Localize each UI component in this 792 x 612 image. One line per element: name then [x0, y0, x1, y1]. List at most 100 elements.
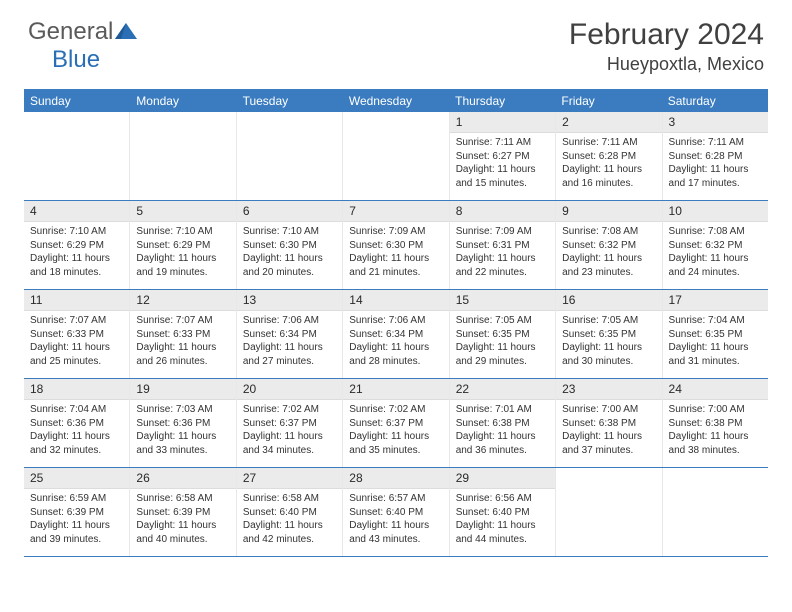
daylight-text: Daylight: 11 hours	[136, 430, 229, 444]
day-body: Sunrise: 7:00 AMSunset: 6:38 PMDaylight:…	[556, 400, 661, 461]
day-cell: ..	[130, 112, 236, 200]
day-body: Sunrise: 7:11 AMSunset: 6:27 PMDaylight:…	[450, 133, 555, 194]
day-cell: 22Sunrise: 7:01 AMSunset: 6:38 PMDayligh…	[450, 379, 556, 467]
daylight-text-2: and 42 minutes.	[243, 533, 336, 547]
day-number: 8	[450, 201, 555, 222]
day-cell: 16Sunrise: 7:05 AMSunset: 6:35 PMDayligh…	[556, 290, 662, 378]
sunset-text: Sunset: 6:31 PM	[456, 239, 549, 253]
day-number: 20	[237, 379, 342, 400]
day-body: Sunrise: 7:10 AMSunset: 6:29 PMDaylight:…	[130, 222, 235, 283]
day-number: 27	[237, 468, 342, 489]
day-cell: ..	[556, 468, 662, 556]
daylight-text: Daylight: 11 hours	[562, 163, 655, 177]
day-number: 7	[343, 201, 448, 222]
daylight-text-2: and 27 minutes.	[243, 355, 336, 369]
day-body: Sunrise: 7:02 AMSunset: 6:37 PMDaylight:…	[343, 400, 448, 461]
week-row: 25Sunrise: 6:59 AMSunset: 6:39 PMDayligh…	[24, 468, 768, 557]
sunset-text: Sunset: 6:40 PM	[243, 506, 336, 520]
sunset-text: Sunset: 6:34 PM	[243, 328, 336, 342]
title-block: February 2024 Hueypoxtla, Mexico	[569, 18, 764, 75]
logo-text: General Blue	[28, 18, 137, 74]
daylight-text-2: and 38 minutes.	[669, 444, 762, 458]
day-number: 10	[663, 201, 768, 222]
sunrise-text: Sunrise: 7:02 AM	[349, 403, 442, 417]
sunset-text: Sunset: 6:28 PM	[562, 150, 655, 164]
sunrise-text: Sunrise: 6:59 AM	[30, 492, 123, 506]
daylight-text: Daylight: 11 hours	[243, 341, 336, 355]
daylight-text: Daylight: 11 hours	[562, 430, 655, 444]
day-body: Sunrise: 7:00 AMSunset: 6:38 PMDaylight:…	[663, 400, 768, 461]
sunset-text: Sunset: 6:32 PM	[669, 239, 762, 253]
sunrise-text: Sunrise: 7:08 AM	[669, 225, 762, 239]
daylight-text-2: and 28 minutes.	[349, 355, 442, 369]
sunset-text: Sunset: 6:29 PM	[136, 239, 229, 253]
daylight-text: Daylight: 11 hours	[349, 519, 442, 533]
daylight-text-2: and 32 minutes.	[30, 444, 123, 458]
sunset-text: Sunset: 6:39 PM	[30, 506, 123, 520]
logo-text-general: General	[28, 18, 113, 45]
day-body: Sunrise: 6:56 AMSunset: 6:40 PMDaylight:…	[450, 489, 555, 550]
sunset-text: Sunset: 6:37 PM	[243, 417, 336, 431]
weekday-header: Wednesday	[343, 90, 449, 112]
day-body: Sunrise: 7:04 AMSunset: 6:36 PMDaylight:…	[24, 400, 129, 461]
daylight-text-2: and 22 minutes.	[456, 266, 549, 280]
day-cell: ..	[237, 112, 343, 200]
day-cell: 9Sunrise: 7:08 AMSunset: 6:32 PMDaylight…	[556, 201, 662, 289]
day-number: 6	[237, 201, 342, 222]
day-number: 29	[450, 468, 555, 489]
sunrise-text: Sunrise: 7:06 AM	[243, 314, 336, 328]
day-body: Sunrise: 6:58 AMSunset: 6:39 PMDaylight:…	[130, 489, 235, 550]
daylight-text: Daylight: 11 hours	[456, 341, 549, 355]
sunrise-text: Sunrise: 7:10 AM	[30, 225, 123, 239]
day-number: 18	[24, 379, 129, 400]
day-body: Sunrise: 7:04 AMSunset: 6:35 PMDaylight:…	[663, 311, 768, 372]
day-body: Sunrise: 7:07 AMSunset: 6:33 PMDaylight:…	[24, 311, 129, 372]
sunset-text: Sunset: 6:35 PM	[456, 328, 549, 342]
sunrise-text: Sunrise: 7:01 AM	[456, 403, 549, 417]
daylight-text-2: and 43 minutes.	[349, 533, 442, 547]
daylight-text-2: and 20 minutes.	[243, 266, 336, 280]
sunrise-text: Sunrise: 7:11 AM	[669, 136, 762, 150]
sunset-text: Sunset: 6:34 PM	[349, 328, 442, 342]
sunrise-text: Sunrise: 7:05 AM	[456, 314, 549, 328]
day-cell: 2Sunrise: 7:11 AMSunset: 6:28 PMDaylight…	[556, 112, 662, 200]
daylight-text: Daylight: 11 hours	[456, 519, 549, 533]
day-cell: 24Sunrise: 7:00 AMSunset: 6:38 PMDayligh…	[663, 379, 768, 467]
sunrise-text: Sunrise: 7:04 AM	[669, 314, 762, 328]
day-cell: 7Sunrise: 7:09 AMSunset: 6:30 PMDaylight…	[343, 201, 449, 289]
day-number: 24	[663, 379, 768, 400]
day-body: Sunrise: 7:07 AMSunset: 6:33 PMDaylight:…	[130, 311, 235, 372]
sunset-text: Sunset: 6:30 PM	[243, 239, 336, 253]
daylight-text: Daylight: 11 hours	[30, 430, 123, 444]
weekday-header: Sunday	[24, 90, 130, 112]
weekday-header: Tuesday	[237, 90, 343, 112]
day-number: 26	[130, 468, 235, 489]
sunset-text: Sunset: 6:28 PM	[669, 150, 762, 164]
sunrise-text: Sunrise: 6:57 AM	[349, 492, 442, 506]
sunrise-text: Sunrise: 7:11 AM	[562, 136, 655, 150]
day-body: Sunrise: 7:08 AMSunset: 6:32 PMDaylight:…	[556, 222, 661, 283]
sunrise-text: Sunrise: 7:09 AM	[456, 225, 549, 239]
day-body: Sunrise: 7:11 AMSunset: 6:28 PMDaylight:…	[663, 133, 768, 194]
day-body: Sunrise: 7:05 AMSunset: 6:35 PMDaylight:…	[450, 311, 555, 372]
day-cell: 4Sunrise: 7:10 AMSunset: 6:29 PMDaylight…	[24, 201, 130, 289]
daylight-text: Daylight: 11 hours	[456, 163, 549, 177]
weekday-header: Friday	[555, 90, 661, 112]
day-body: Sunrise: 7:01 AMSunset: 6:38 PMDaylight:…	[450, 400, 555, 461]
sunrise-text: Sunrise: 7:05 AM	[562, 314, 655, 328]
week-row: 4Sunrise: 7:10 AMSunset: 6:29 PMDaylight…	[24, 201, 768, 290]
sunset-text: Sunset: 6:39 PM	[136, 506, 229, 520]
sunset-text: Sunset: 6:29 PM	[30, 239, 123, 253]
day-cell: 15Sunrise: 7:05 AMSunset: 6:35 PMDayligh…	[450, 290, 556, 378]
day-cell: 11Sunrise: 7:07 AMSunset: 6:33 PMDayligh…	[24, 290, 130, 378]
daylight-text-2: and 17 minutes.	[669, 177, 762, 191]
day-cell: 14Sunrise: 7:06 AMSunset: 6:34 PMDayligh…	[343, 290, 449, 378]
daylight-text: Daylight: 11 hours	[30, 519, 123, 533]
logo: General Blue	[28, 18, 137, 74]
sunset-text: Sunset: 6:32 PM	[562, 239, 655, 253]
logo-text-blue: Blue	[52, 46, 100, 73]
day-cell: ..	[663, 468, 768, 556]
day-cell: ..	[343, 112, 449, 200]
daylight-text-2: and 15 minutes.	[456, 177, 549, 191]
daylight-text: Daylight: 11 hours	[562, 341, 655, 355]
